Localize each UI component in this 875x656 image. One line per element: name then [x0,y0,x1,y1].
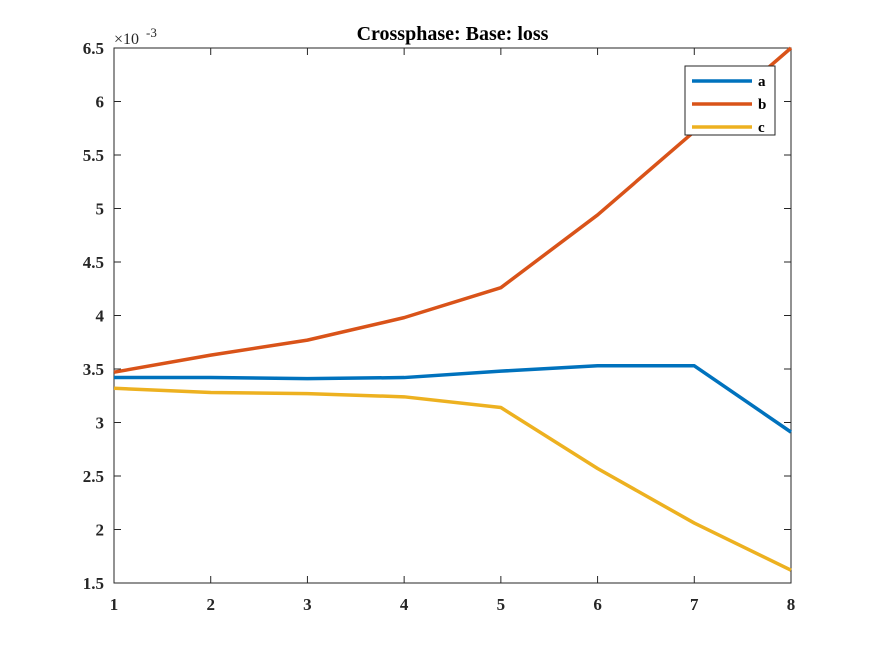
y-axis-ticks: 1.5 2 2.5 3 3.5 4 4.5 5 5.5 6 6.5 [83,39,791,593]
x-tick-label: 5 [497,595,506,614]
y-exponent-label: ×10 -3 [114,25,157,48]
y-tick-label: 5.5 [83,146,104,165]
series-line-a [114,364,792,434]
x-tick-label: 6 [593,595,602,614]
x-tick-label: 8 [787,595,796,614]
y-tick-label: 6.5 [83,39,104,58]
x-tick-label: 4 [400,595,409,614]
plot-area [113,47,792,584]
chart-title: Crossphase: Base: loss [357,23,549,45]
y-exponent-base: ×10 [114,31,139,48]
legend-label-c: c [758,120,765,136]
series-line-c [113,386,792,572]
x-tick-label: 1 [110,595,119,614]
x-tick-label: 3 [303,595,312,614]
y-tick-label: 6 [96,93,105,112]
legend: abc [684,65,776,136]
y-tick-label: 3 [96,414,105,433]
y-exponent-power: -3 [146,25,157,40]
legend-label-b: b [758,97,766,113]
x-tick-label: 7 [690,595,699,614]
series-line-b [113,46,793,374]
y-tick-label: 2 [96,521,105,540]
y-tick-label: 1.5 [83,574,104,593]
legend-label-a: a [758,74,766,90]
y-tick-label: 5 [96,200,105,219]
y-tick-label: 3.5 [83,360,104,379]
y-tick-label: 4.5 [83,253,104,272]
series-lines [113,46,793,572]
y-tick-label: 2.5 [83,467,104,486]
x-axis-ticks: 1 2 3 4 5 6 7 8 [110,48,796,614]
legend-box [684,65,776,136]
x-tick-label: 2 [206,595,215,614]
y-tick-label: 4 [96,307,105,326]
